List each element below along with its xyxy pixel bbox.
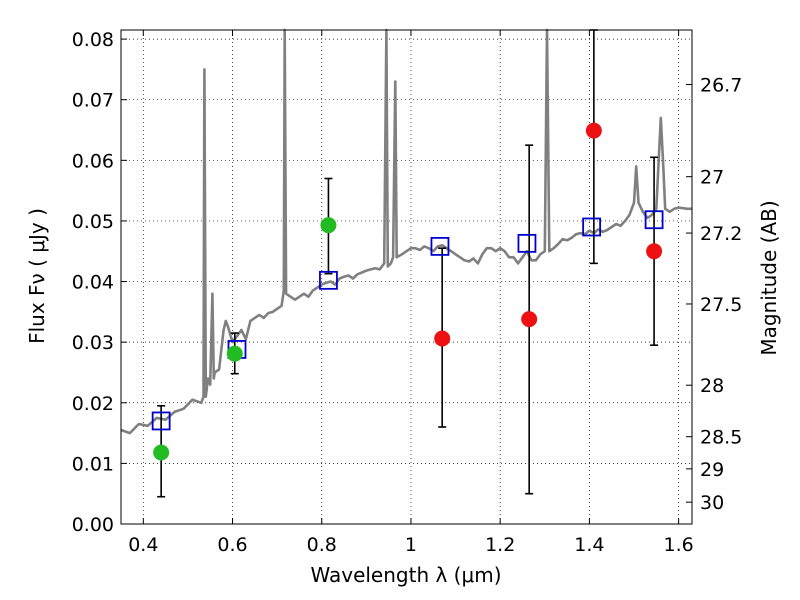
mag-tick-label: 26.7 xyxy=(700,75,742,97)
upper-limit-point xyxy=(646,243,663,260)
plot-frame xyxy=(120,29,693,525)
y-tick-label: 0.05 xyxy=(72,211,114,233)
upper-limit-point xyxy=(585,122,602,139)
x-tick-label: 0.6 xyxy=(217,534,247,556)
photometry-markers xyxy=(151,122,664,461)
model-flux-square xyxy=(430,236,450,256)
model-flux-square xyxy=(151,411,171,431)
y-tick-label: 0.08 xyxy=(72,29,114,51)
mag-tick-label: 28.5 xyxy=(700,427,742,449)
x-tick-label: 0.8 xyxy=(307,534,337,556)
detection-point xyxy=(153,444,170,461)
y-tick-label: 0.04 xyxy=(72,272,114,294)
mag-tick-label: 30 xyxy=(700,492,724,514)
y-tick-label: 0.00 xyxy=(72,514,114,536)
x-tick-label: 1.2 xyxy=(485,534,515,556)
y-axis-label: Flux Fν ( μJy ) xyxy=(25,208,49,344)
mag-tick-label: 29 xyxy=(700,459,724,481)
x-tick-label: 0.4 xyxy=(128,534,158,556)
y-tick-label: 0.06 xyxy=(72,150,114,172)
model-spectrum xyxy=(120,28,692,435)
y-tick-label: 0.01 xyxy=(72,453,114,475)
spectrum-line xyxy=(120,28,692,435)
x-axis-label: Wavelength λ (μm) xyxy=(310,563,501,587)
y-tick-label: 0.02 xyxy=(72,393,114,415)
y2-axis-label: Magnitude (AB) xyxy=(757,200,781,355)
model-flux-square xyxy=(517,233,537,253)
grid-lines xyxy=(121,30,692,525)
y-tick-label: 0.03 xyxy=(72,332,114,354)
mag-tick-label: 27.2 xyxy=(700,223,742,245)
model-flux-square xyxy=(582,217,602,237)
mag-tick-label: 27 xyxy=(700,167,724,189)
mag-tick-label: 28 xyxy=(700,375,724,397)
detection-point xyxy=(226,345,243,362)
x-tick-label: 1 xyxy=(405,534,417,556)
model-flux-square xyxy=(319,270,338,290)
x-tick-label: 1.6 xyxy=(664,534,694,556)
mag-tick-label: 27.5 xyxy=(700,294,742,316)
upper-limit-point xyxy=(434,330,451,347)
x-tick-label: 1.4 xyxy=(574,534,604,556)
model-flux-square xyxy=(644,210,664,230)
detection-point xyxy=(320,217,337,234)
upper-limit-point xyxy=(521,311,538,328)
axis-ticks: 0.4 0.6 0.8 1 1.2 1.4 1.6 0.00 0.01 0.02 0.03 0.04 0… xyxy=(72,29,743,556)
y-tick-label: 0.07 xyxy=(72,90,114,112)
